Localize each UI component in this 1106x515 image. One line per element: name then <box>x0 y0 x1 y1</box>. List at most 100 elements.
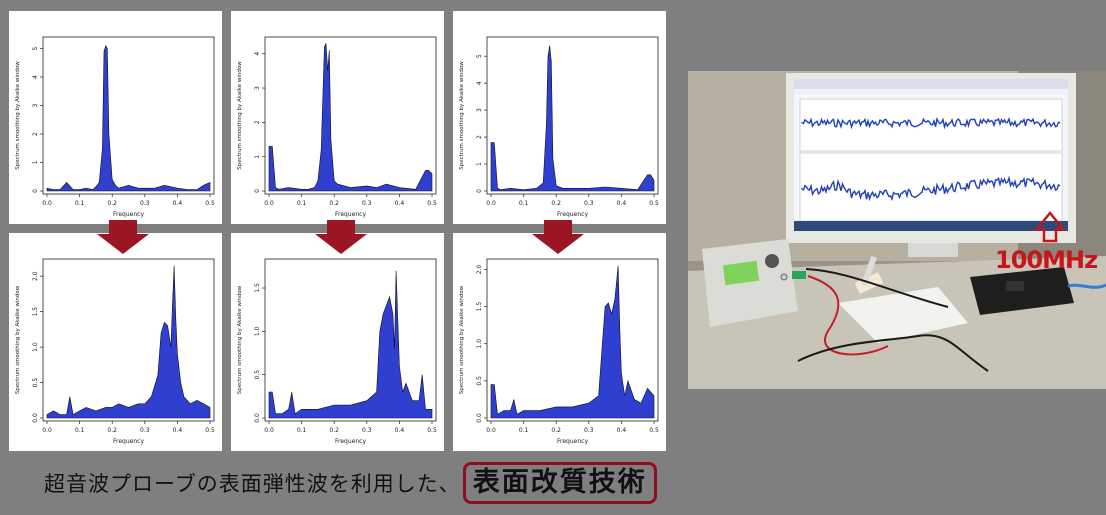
x-tick-label: 0.0 <box>42 427 52 434</box>
x-tick-label: 0.5 <box>205 200 215 207</box>
x-tick-label: 0.4 <box>173 427 183 434</box>
x-tick-label: 0.2 <box>107 427 117 434</box>
y-axis-label: Spectrum smoothing by Akaike window <box>237 61 243 170</box>
y-tick-label: 1.0 <box>254 326 261 336</box>
spectrum-plot-6: 0.0 0.1 0.2 0.3 0.4 0.5 0.0 0.5 1.0 1.5 2.0 Frequen… <box>453 233 666 451</box>
x-tick-label: 0.3 <box>140 427 150 434</box>
y-tick-label: 1.5 <box>254 283 261 293</box>
spectrum-area <box>268 43 433 192</box>
x-tick-label: 0.4 <box>395 200 405 207</box>
x-axis-label: Frequency <box>113 211 144 218</box>
spectrum-area <box>46 265 211 419</box>
x-tick-label: 0.5 <box>649 427 659 434</box>
y-tick-label: 1.0 <box>476 339 483 349</box>
y-tick-label: 0 <box>32 189 39 193</box>
frequency-label: 100MHz <box>995 246 1098 274</box>
x-tick-label: 0.5 <box>427 427 437 434</box>
y-tick-label: 5 <box>32 46 39 50</box>
x-axis-label: Frequency <box>557 211 588 218</box>
y-tick-label: 5 <box>476 54 483 58</box>
x-tick-label: 0.1 <box>75 427 85 434</box>
x-tick-label: 0.2 <box>107 200 117 207</box>
x-tick-label: 0.0 <box>264 200 274 207</box>
x-tick-label: 0.0 <box>264 427 274 434</box>
plot-frame <box>42 36 215 195</box>
caption-highlight: 表面改質技術 <box>462 462 657 504</box>
y-tick-label: 2 <box>32 132 39 136</box>
x-tick-label: 0.0 <box>486 200 496 207</box>
y-axis-label: Spectrum smoothing by Akaike window <box>15 285 21 394</box>
y-axis-label: Spectrum smoothing by Akaike window <box>15 61 21 170</box>
spectrum-plot-1: 0.0 0.1 0.2 0.3 0.4 0.5 0 1 2 3 4 5 Frequency Spectru… <box>9 11 222 224</box>
x-tick-label: 0.3 <box>584 427 594 434</box>
x-tick-label: 0.3 <box>362 427 372 434</box>
y-tick-label: 2 <box>476 135 483 139</box>
spectrum-area <box>490 265 655 419</box>
x-tick-label: 0.0 <box>486 427 496 434</box>
x-tick-label: 0.1 <box>75 200 85 207</box>
spectrum-area <box>46 44 211 192</box>
y-tick-label: 0.5 <box>32 378 39 388</box>
y-tick-label: 2 <box>254 120 261 124</box>
y-tick-label: 3 <box>476 108 483 112</box>
x-tick-label: 0.1 <box>519 200 529 207</box>
x-tick-label: 0.2 <box>551 200 561 207</box>
y-tick-label: 1 <box>32 160 39 164</box>
y-tick-label: 2.0 <box>32 271 39 281</box>
spectrum-area <box>490 45 655 192</box>
plot-frame <box>486 36 659 195</box>
plot-frame <box>264 36 437 195</box>
y-tick-label: 1.5 <box>32 307 39 317</box>
down-arrow-icon <box>97 220 149 254</box>
x-axis-label: Frequency <box>557 438 588 445</box>
y-tick-label: 0.5 <box>476 376 483 386</box>
y-axis-label: Spectrum smoothing by Akaike window <box>459 61 465 170</box>
x-tick-label: 0.5 <box>649 200 659 207</box>
y-tick-label: 4 <box>254 52 261 56</box>
x-tick-label: 0.2 <box>551 427 561 434</box>
x-tick-label: 0.5 <box>205 427 215 434</box>
x-tick-label: 0.3 <box>140 200 150 207</box>
spectrum-plot-3: 0.0 0.1 0.2 0.3 0.4 0.5 0 1 2 3 4 5 Frequency Spectru… <box>453 11 666 224</box>
y-tick-label: 0 <box>254 189 261 193</box>
y-tick-label: 3 <box>254 86 261 90</box>
y-tick-label: 0 <box>476 189 483 193</box>
x-tick-label: 0.0 <box>42 200 52 207</box>
x-tick-label: 0.4 <box>617 427 627 434</box>
spectrum-plot-2: 0.0 0.1 0.2 0.3 0.4 0.5 0 1 2 3 4 Frequency Spectrum… <box>231 11 444 224</box>
y-tick-label: 1.0 <box>32 342 39 352</box>
y-axis-label: Spectrum smoothing by Akaike window <box>237 285 243 394</box>
y-tick-label: 4 <box>32 75 39 79</box>
x-tick-label: 0.3 <box>362 200 372 207</box>
x-tick-label: 0.5 <box>427 200 437 207</box>
x-tick-label: 0.1 <box>519 427 529 434</box>
y-tick-label: 1 <box>254 155 261 159</box>
x-tick-label: 0.2 <box>329 200 339 207</box>
x-axis-label: Frequency <box>113 438 144 445</box>
caption-text: 超音波プローブの表面弾性波を利用した、 <box>44 472 461 496</box>
slide-caption: 超音波プローブの表面弾性波を利用した、 表面改質技術 <box>44 460 657 506</box>
down-arrow-icon <box>315 220 367 254</box>
y-tick-label: 0.0 <box>32 413 39 423</box>
down-arrow-icon <box>532 220 584 254</box>
plot-frame <box>42 258 215 422</box>
x-axis-label: Frequency <box>335 438 366 445</box>
x-tick-label: 0.4 <box>617 200 627 207</box>
y-tick-label: 0.5 <box>254 370 261 380</box>
y-tick-label: 3 <box>32 103 39 107</box>
x-tick-label: 0.2 <box>329 427 339 434</box>
plot-frame <box>486 258 659 422</box>
y-tick-label: 4 <box>476 81 483 85</box>
y-tick-label: 0.0 <box>476 413 483 423</box>
x-tick-label: 0.3 <box>584 200 594 207</box>
y-axis-label: Spectrum smoothing by Akaike window <box>459 285 465 394</box>
x-tick-label: 0.1 <box>297 200 307 207</box>
x-tick-label: 0.4 <box>173 200 183 207</box>
y-tick-label: 1 <box>476 162 483 166</box>
spectrum-plot-4: 0.0 0.1 0.2 0.3 0.4 0.5 0.0 0.5 1.0 1.5 2.0 Frequen… <box>9 233 222 451</box>
x-tick-label: 0.4 <box>395 427 405 434</box>
y-tick-label: 0.0 <box>254 413 261 423</box>
x-axis-label: Frequency <box>335 211 366 218</box>
y-tick-label: 2.0 <box>476 264 483 274</box>
y-tick-label: 1.5 <box>476 302 483 312</box>
